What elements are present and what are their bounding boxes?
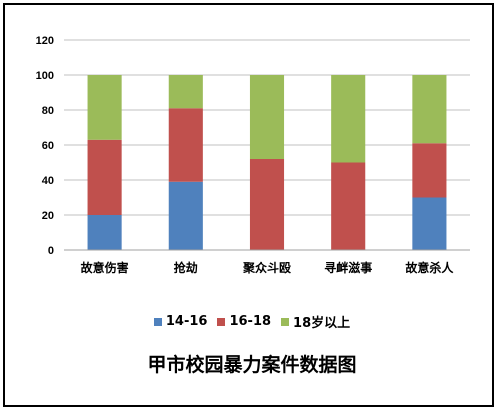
y-tick-label: 80: [42, 105, 54, 117]
x-tick-label: 抢劫: [174, 260, 198, 275]
bar-segment-16-18-抢劫: [168, 108, 203, 182]
bar-segment-18岁以上-故意杀人: [412, 75, 447, 144]
bar-segment-16-18-寻衅滋事: [331, 162, 366, 250]
legend-swatch-14-16: [153, 317, 162, 326]
y-tick-label: 120: [36, 35, 54, 47]
legend-label-14-16: 14-16: [165, 314, 208, 329]
y-tick-label: 60: [42, 140, 54, 152]
x-tick-label: 故意伤害: [81, 260, 129, 275]
bar-segment-18岁以上-寻衅滋事: [331, 75, 366, 163]
legend-item-14-16: 14-16: [153, 312, 208, 331]
y-tick-label: 0: [48, 245, 54, 257]
x-tick-label: 寻衅滋事: [324, 260, 372, 275]
bar-segment-16-18-故意杀人: [412, 143, 447, 198]
bar-segment-14-16-抢劫: [168, 181, 203, 250]
legend-swatch-16-18: [217, 317, 226, 326]
bar-segment-16-18-聚众斗殴: [249, 159, 285, 250]
bar-segment-18岁以上-抢劫: [168, 75, 203, 109]
bar-segment-18岁以上-聚众斗殴: [249, 75, 285, 159]
y-tick-label: 40: [42, 175, 54, 187]
legend-swatch-18-plus: [281, 317, 290, 326]
legend-label-18-plus: 18岁以上: [293, 316, 351, 331]
legend: 14-16 16-18 18岁以上: [0, 312, 504, 331]
bar-segment-14-16-故意伤害: [87, 215, 122, 250]
bar-segment-16-18-故意伤害: [87, 139, 122, 215]
y-tick-label: 20: [42, 210, 54, 222]
x-tick-label: 故意杀人: [405, 260, 454, 275]
legend-item-18-plus: 18岁以上: [281, 312, 350, 331]
y-tick-label: 100: [36, 70, 54, 82]
x-tick-label: 聚众斗殴: [242, 260, 291, 275]
bar-segment-14-16-故意杀人: [412, 197, 447, 250]
chart-title: 甲市校园暴力案件数据图: [147, 354, 357, 376]
bar-segment-18岁以上-故意伤害: [87, 75, 122, 140]
legend-item-16-18: 16-18: [217, 312, 271, 331]
legend-label-16-18: 16-18: [229, 314, 272, 329]
chart-frame: [3, 3, 494, 407]
